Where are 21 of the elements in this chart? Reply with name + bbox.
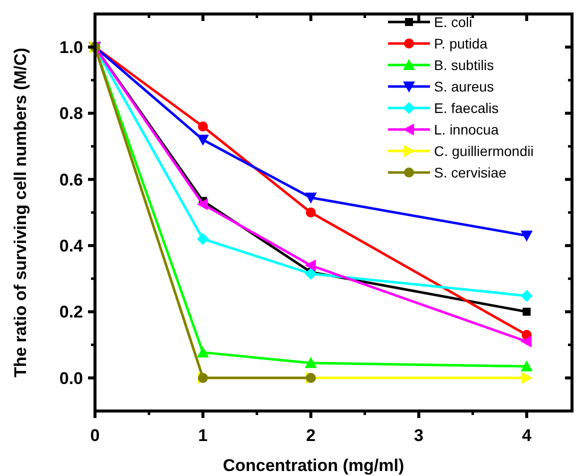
legend-label: E. faecalis (434, 100, 499, 116)
legend-label: S. aureus (434, 78, 494, 94)
x-tick-label: 3 (414, 426, 424, 445)
y-tick-label: 0.0 (59, 368, 83, 388)
y-tick-label: 0.8 (59, 104, 83, 124)
x-axis-title: Concentration (mg/ml) (222, 456, 404, 475)
y-tick-label: 0.6 (59, 170, 83, 190)
y-tick-label: 0.2 (59, 302, 83, 322)
x-tick-label: 2 (306, 426, 316, 445)
y-tick-label: 1.0 (59, 38, 83, 58)
legend-label: C. guilliermondii (434, 142, 534, 159)
x-tick-label: 0 (90, 426, 100, 445)
x-tick-label: 1 (198, 426, 208, 445)
y-axis-title: The ratio of surviving cell numbers (M/C) (11, 48, 30, 378)
y-tick-label: 0.4 (59, 236, 84, 256)
legend-label: S. cervisiae (434, 164, 507, 180)
x-tick-label: 4 (522, 426, 532, 445)
legend-label: B. subtilis (434, 56, 494, 73)
legend-label: E. coli (434, 14, 472, 30)
legend-label: P. putida (434, 35, 488, 52)
legend-label: L. innocua (434, 121, 499, 138)
